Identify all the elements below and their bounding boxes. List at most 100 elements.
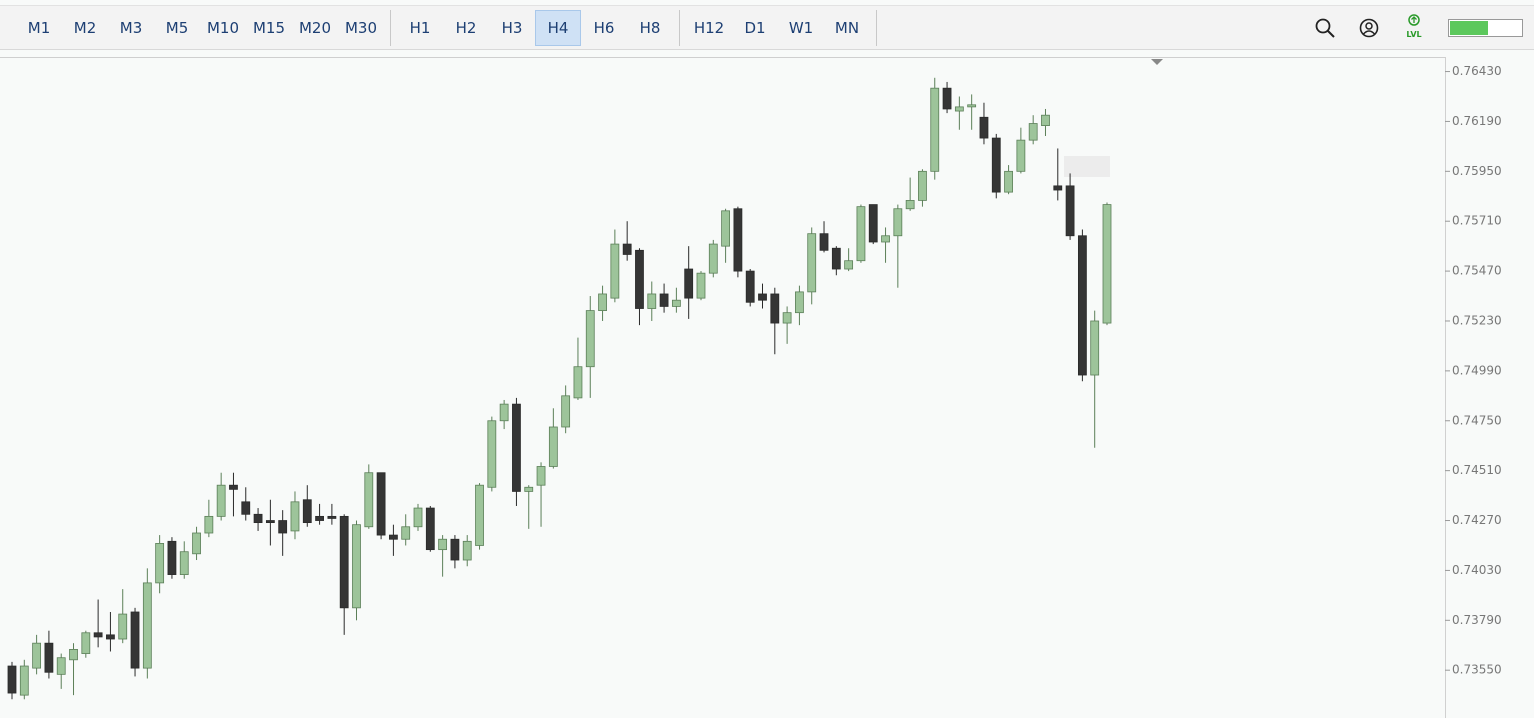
timeframe-button[interactable]: H6 <box>593 19 615 37</box>
timeframe-bar: M1 M2 M3 M5 M10 M15 M20 M30 H1 H2 H3 H4 H6 H8 H12 D1 W1 M… <box>16 10 883 46</box>
y-tick-label: 0.73790 <box>1452 613 1502 627</box>
candle-body <box>930 87 940 172</box>
candle-body <box>696 272 706 299</box>
y-tick-label: 0.75230 <box>1452 313 1502 327</box>
price-tag-placeholder <box>1064 156 1110 177</box>
toolbar: M1 M2 M3 M5 M10 M15 M20 M30 H1 H2 H3 H4 H6 H8 H12 D1 W1 M… <box>0 5 1534 50</box>
candle-body <box>548 426 558 467</box>
candle-body <box>81 632 91 654</box>
candle-body <box>290 501 300 532</box>
candle-body <box>93 632 103 638</box>
candle-body <box>1028 123 1038 141</box>
candle-body <box>954 106 964 112</box>
plot-background <box>0 57 1534 718</box>
candle-body <box>684 268 694 299</box>
candle-body <box>499 403 509 422</box>
candle-body <box>610 243 620 299</box>
separator <box>876 10 877 46</box>
timeframe-button[interactable]: H4 <box>535 10 581 46</box>
separator <box>390 10 391 46</box>
candle-body <box>32 642 42 669</box>
account-icon[interactable] <box>1358 17 1380 39</box>
candle-body <box>364 472 374 528</box>
candle-body <box>413 507 423 528</box>
timeframe-button[interactable]: MN <box>834 19 860 37</box>
chart: 0.76430 0.76190 0.75950 0.75710 0.75470 0.752… <box>0 57 1534 718</box>
timeframe-button[interactable]: M15 <box>252 19 286 37</box>
candle-body <box>844 260 854 270</box>
candle-body <box>339 515 349 609</box>
candle-body <box>401 526 411 540</box>
separator <box>679 10 680 46</box>
candle-body <box>167 540 177 575</box>
y-tick-label: 0.73550 <box>1452 663 1502 677</box>
candle-body <box>487 420 497 488</box>
candle-body <box>536 466 546 486</box>
candle-body <box>1065 185 1075 237</box>
y-tick-label: 0.74030 <box>1452 563 1502 577</box>
timeframe-button[interactable]: H12 <box>693 19 725 37</box>
timeframe-button[interactable]: M20 <box>298 19 332 37</box>
y-tick-label: 0.75950 <box>1452 164 1502 178</box>
candle-body <box>253 513 263 524</box>
candle-body <box>56 657 66 675</box>
timeframe-button[interactable]: H1 <box>409 19 431 37</box>
candle-body <box>733 208 743 272</box>
candle-body <box>905 200 915 210</box>
candle-body <box>450 538 460 561</box>
candle-body <box>315 515 324 521</box>
timeframe-button[interactable]: M5 <box>165 19 189 37</box>
candle-body <box>991 137 1001 193</box>
candle-body <box>327 515 337 519</box>
candle-body <box>155 542 165 584</box>
y-tick-label: 0.76190 <box>1452 114 1502 128</box>
candle-body <box>795 291 804 314</box>
candle-body <box>708 243 718 274</box>
candle-body <box>1053 185 1063 191</box>
candle-body <box>770 293 780 324</box>
candle-body <box>192 532 201 555</box>
timeframe-button[interactable]: H2 <box>455 19 477 37</box>
candle-body <box>782 312 792 324</box>
toolbar-icons: LVL <box>1314 10 1524 46</box>
candle-body <box>807 233 817 293</box>
timeframe-button[interactable]: W1 <box>788 19 814 37</box>
y-tick-label: 0.74990 <box>1452 363 1502 377</box>
y-tick-label: 0.74750 <box>1452 413 1502 427</box>
timeframe-button[interactable]: M2 <box>73 19 97 37</box>
y-tick-label: 0.74510 <box>1452 463 1502 477</box>
candle-body <box>69 649 78 661</box>
timeframe-button[interactable]: M3 <box>119 19 143 37</box>
search-icon[interactable] <box>1314 17 1336 39</box>
candle-body <box>179 551 189 575</box>
candle-body <box>868 204 878 243</box>
candle-body <box>856 206 866 262</box>
candle-body <box>204 515 214 534</box>
lvl-indicator[interactable]: LVL <box>1402 13 1426 43</box>
timeframe-button[interactable]: D1 <box>744 19 766 37</box>
y-tick-label: 0.76430 <box>1452 64 1502 78</box>
candle-body <box>967 104 977 108</box>
timeframe-button[interactable]: H3 <box>501 19 523 37</box>
candle-body <box>979 116 989 139</box>
scroll-marker <box>1151 59 1163 65</box>
candle-body <box>881 235 890 243</box>
y-tick-label: 0.75710 <box>1452 214 1502 228</box>
candle-body <box>561 395 571 428</box>
candle-body <box>265 520 275 524</box>
timeframe-button[interactable]: M10 <box>206 19 240 37</box>
candle-body <box>918 170 927 201</box>
candle-body <box>1016 139 1026 172</box>
candle-body <box>130 611 140 669</box>
candle-body <box>573 366 583 399</box>
timeframe-button[interactable]: M30 <box>344 19 378 37</box>
candle-body <box>44 642 54 673</box>
candle-body <box>512 403 521 492</box>
candle-body <box>635 249 644 309</box>
candle-body <box>524 486 534 492</box>
timeframe-button[interactable]: M1 <box>27 19 51 37</box>
candle-body <box>819 233 829 251</box>
candle-body <box>352 524 361 609</box>
timeframe-button[interactable]: H8 <box>639 19 661 37</box>
